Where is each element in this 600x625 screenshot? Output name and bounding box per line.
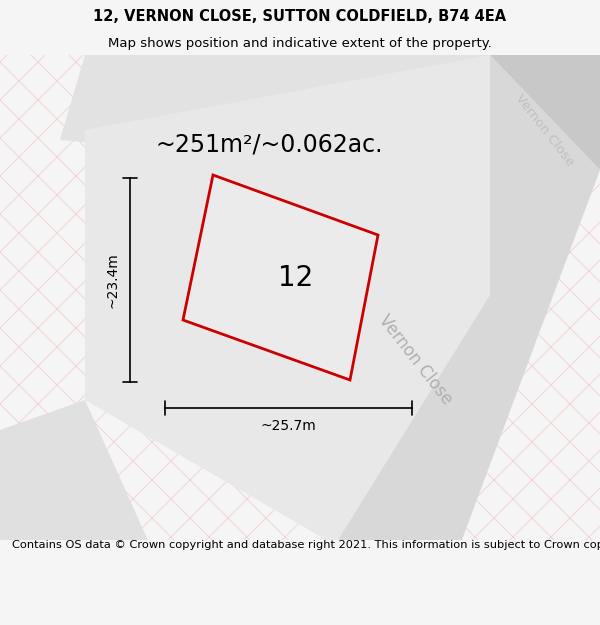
- Polygon shape: [490, 55, 600, 170]
- Text: ~23.4m: ~23.4m: [105, 252, 119, 308]
- Polygon shape: [60, 55, 490, 165]
- Text: Vernon Close: Vernon Close: [374, 312, 455, 408]
- Polygon shape: [0, 400, 150, 545]
- Polygon shape: [183, 175, 378, 380]
- Text: ~25.7m: ~25.7m: [260, 419, 316, 433]
- Polygon shape: [335, 55, 600, 545]
- Text: Map shows position and indicative extent of the property.: Map shows position and indicative extent…: [108, 38, 492, 51]
- Text: Vernon Close: Vernon Close: [513, 92, 577, 168]
- Text: 12, VERNON CLOSE, SUTTON COLDFIELD, B74 4EA: 12, VERNON CLOSE, SUTTON COLDFIELD, B74 …: [94, 9, 506, 24]
- Polygon shape: [85, 55, 490, 545]
- Text: 12: 12: [278, 264, 314, 291]
- Text: Contains OS data © Crown copyright and database right 2021. This information is : Contains OS data © Crown copyright and d…: [12, 540, 600, 550]
- Text: ~251m²/~0.062ac.: ~251m²/~0.062ac.: [155, 133, 383, 157]
